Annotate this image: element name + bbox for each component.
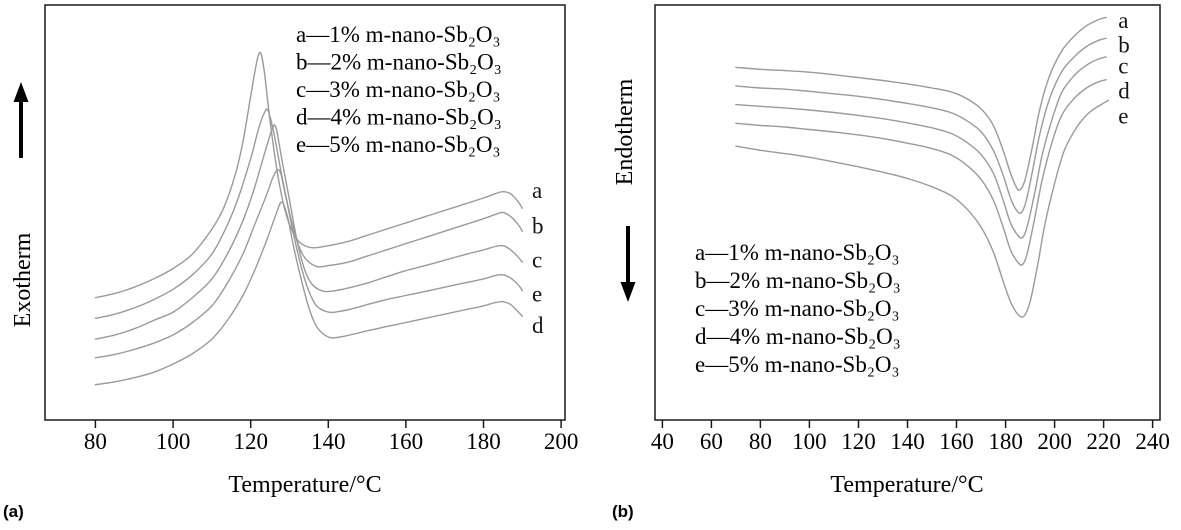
x-axis-tick-label: 180 <box>466 429 501 454</box>
x-axis-tick-label: 160 <box>939 429 974 454</box>
curve-c <box>735 56 1107 239</box>
x-axis-tick-label: 200 <box>1037 429 1072 454</box>
legend-item-c: c—3% m-nano-Sb₂O₃ <box>296 77 500 102</box>
x-axis-tick-label: 220 <box>1086 429 1121 454</box>
x-axis-tick-label: 240 <box>1135 429 1170 454</box>
curve-e <box>94 168 523 359</box>
curve-label-b: b <box>1118 33 1130 58</box>
plot-frame <box>44 4 566 421</box>
x-axis-tick-label: 100 <box>792 429 827 454</box>
x-axis-tick-label: 80 <box>749 429 772 454</box>
legend-item-c: c—3% m-nano-Sb₂O₃ <box>695 296 899 321</box>
curve-d <box>735 79 1107 266</box>
curve-label-b: b <box>532 213 544 238</box>
legend-item-d: d—4% m-nano-Sb₂O₃ <box>695 324 901 349</box>
endotherm-down-arrow-icon <box>620 226 636 302</box>
x-axis-title: Temperature/°C <box>830 472 983 498</box>
x-axis-tick-label: 200 <box>544 429 579 454</box>
x-axis-tick-label: 120 <box>841 429 876 454</box>
x-axis-tick-label: 80 <box>84 429 107 454</box>
x-axis-tick-label: 140 <box>890 429 925 454</box>
x-axis-tick-label: 60 <box>700 429 723 454</box>
curve-label-e: e <box>532 282 542 307</box>
x-axis-tick-label: 120 <box>233 429 268 454</box>
curve-label-c: c <box>532 248 542 273</box>
subfigure-label-b: (b) <box>612 502 634 521</box>
y-axis-label: Endotherm <box>612 78 638 185</box>
curve-e <box>735 99 1110 318</box>
curve-label-e: e <box>1118 103 1128 128</box>
exotherm-chart-panel-a: Exotherm a—1% m-nano-Sb₂O₃ b—2% m-nano-S… <box>10 4 579 498</box>
endotherm-chart-panel-b: Endotherm a—1% m-nano-Sb₂O₃ b—2% m-nano-… <box>612 4 1170 498</box>
x-axis-tick-label: 100 <box>156 429 191 454</box>
x-axis-tick-label: 180 <box>988 429 1023 454</box>
curve-label-c: c <box>1118 54 1128 79</box>
y-axis-label: Exotherm <box>10 232 36 327</box>
curve-d <box>94 201 523 386</box>
legend-item-b: b—2% m-nano-Sb₂O₃ <box>296 50 502 75</box>
legend: a—1% m-nano-Sb₂O₃ b—2% m-nano-Sb₂O₃ c—3%… <box>695 240 901 377</box>
legend-item-a: a—1% m-nano-Sb₂O₃ <box>296 22 500 47</box>
curve-label-a: a <box>532 178 542 203</box>
legend: a—1% m-nano-Sb₂O₃ b—2% m-nano-Sb₂O₃ c—3%… <box>296 22 502 157</box>
exotherm-up-arrow-icon <box>13 82 29 158</box>
x-axis-tick-label: 160 <box>389 429 424 454</box>
curve-label-a: a <box>1118 8 1128 33</box>
curve-a <box>735 16 1107 192</box>
curve-label-d: d <box>532 313 544 338</box>
x-axis-tick-label: 140 <box>311 429 346 454</box>
x-axis-title: Temperature/°C <box>228 472 381 498</box>
curve-label-d: d <box>1118 78 1130 103</box>
curve-b <box>735 37 1107 214</box>
subfigure-label-a: (a) <box>3 502 24 521</box>
legend-item-e: e—5% m-nano-Sb₂O₃ <box>695 352 899 377</box>
legend-item-e: e—5% m-nano-Sb₂O₃ <box>296 132 500 157</box>
curve-c <box>94 124 523 340</box>
x-axis-tick-label: 40 <box>651 429 674 454</box>
legend-item-b: b—2% m-nano-Sb₂O₃ <box>695 268 901 293</box>
legend-item-d: d—4% m-nano-Sb₂O₃ <box>296 105 502 130</box>
legend-item-a: a—1% m-nano-Sb₂O₃ <box>695 240 899 265</box>
